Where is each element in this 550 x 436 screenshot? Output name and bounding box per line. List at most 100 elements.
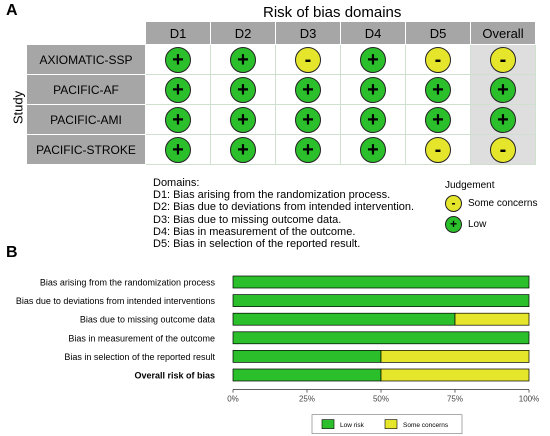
low-risk-icon: +	[165, 46, 191, 73]
judgement-cell: +	[470, 74, 536, 105]
domains-legend-title: Domains:	[153, 177, 200, 189]
column-header-d1: D1	[145, 21, 211, 45]
x-tick-label: 25%	[299, 395, 315, 404]
judgement-cell: +	[210, 134, 276, 165]
panel-b-label: B	[6, 244, 18, 261]
study-row: PACIFIC-STROKE + + + + - -	[26, 134, 536, 165]
domain-definition-d4: D4: Bias in measurement of the outcome.	[153, 225, 356, 238]
bar-segment	[380, 368, 530, 382]
domain-definition-d3: D3: Bias due to missing outcome data.	[153, 213, 342, 226]
study-row: PACIFIC-AMI + + + + + +	[26, 104, 536, 135]
judgement-legend-low: + Low	[445, 216, 537, 233]
column-header-d4: D4	[340, 21, 406, 45]
study-row: PACIFIC-AF + + + + + +	[26, 74, 536, 105]
legend-swatch	[384, 419, 398, 429]
judgement-cell: +	[145, 44, 211, 75]
category-label: Overall risk of bias	[134, 371, 215, 381]
low-risk-icon: +	[230, 76, 256, 103]
judgement-cell: +	[145, 134, 211, 165]
judgement-cell: +	[405, 74, 471, 105]
category-label: Bias arising from the randomization proc…	[40, 278, 216, 288]
judgement-cell: +	[470, 104, 536, 135]
category-label: Bias due to missing outcome data	[80, 315, 215, 325]
bar-segment	[454, 312, 530, 326]
low-risk-icon: +	[230, 46, 256, 73]
x-tick-label: 0%	[227, 395, 239, 404]
low-risk-icon: +	[230, 136, 256, 163]
category-label: Bias in measurement of the outcome	[68, 333, 215, 343]
judgement-legend-label: Low	[468, 219, 487, 230]
study-axis-label: Study	[10, 90, 26, 125]
x-tick-label: 100%	[519, 395, 539, 404]
domain-definition-d1: D1: Bias arising from the randomization …	[153, 189, 391, 202]
domains-legend: Domains: D1: Bias arising from the rando…	[153, 177, 414, 250]
low-risk-icon: +	[295, 106, 321, 133]
domain-definition-d2: D2: Bias due to deviations from intended…	[153, 201, 415, 214]
judgement-cell: -	[405, 44, 471, 75]
some-concerns-icon: -	[425, 46, 451, 73]
legend-label: Low risk	[340, 422, 365, 429]
judgement-legend: Judgement - Some concerns + Low	[445, 180, 537, 233]
bar-segment	[232, 350, 382, 363]
low-risk-icon: +	[165, 106, 191, 133]
judgement-legend-label: Some concerns	[468, 198, 538, 209]
some-concerns-icon: -	[295, 46, 321, 73]
judgement-cell: +	[340, 74, 406, 105]
column-header-d5: D5	[405, 21, 471, 45]
judgement-cell: +	[210, 44, 276, 75]
low-risk-icon: +	[165, 136, 191, 163]
judgement-cell: +	[340, 104, 406, 135]
judgement-cell: +	[210, 74, 276, 105]
judgement-cell: -	[470, 44, 536, 75]
column-header-d2: D2	[210, 21, 276, 45]
some-concerns-icon: -	[490, 136, 516, 163]
bar-segment	[232, 312, 456, 326]
some-concerns-icon: -	[425, 136, 451, 163]
some-concerns-icon: -	[490, 46, 516, 73]
judgement-legend-some: - Some concerns	[445, 195, 537, 212]
some-concerns-icon: -	[445, 195, 462, 212]
category-label: Bias in selection of the reported result	[64, 352, 215, 362]
low-risk-icon: +	[295, 136, 321, 163]
bar-segment	[232, 368, 382, 382]
low-risk-icon: +	[490, 106, 516, 133]
study-name: PACIFIC-AF	[26, 74, 146, 105]
column-header-d3: D3	[275, 21, 341, 45]
judgement-cell: -	[275, 44, 341, 75]
low-risk-icon: +	[425, 76, 451, 103]
low-risk-icon: +	[360, 136, 386, 163]
x-tick-label: 75%	[447, 395, 463, 404]
bar-segment	[232, 331, 530, 345]
low-risk-icon: +	[165, 76, 191, 103]
judgement-cell: +	[275, 74, 341, 105]
low-risk-icon: +	[230, 106, 256, 133]
low-risk-icon: +	[360, 106, 386, 133]
study-name: PACIFIC-AMI	[26, 104, 146, 135]
table-corner	[27, 22, 146, 45]
judgement-cell: +	[405, 104, 471, 135]
low-risk-icon: +	[445, 216, 462, 233]
judgement-cell: +	[275, 104, 341, 135]
domain-definition-d5: D5: Bias in selection of the reported re…	[153, 238, 361, 251]
bar-segment	[232, 294, 530, 307]
low-risk-icon: +	[360, 76, 386, 103]
low-risk-icon: +	[360, 46, 386, 73]
risk-of-bias-table: D1 D2 D3 D4 D5 Overall AXIOMATIC-SSP + + - +…	[26, 21, 536, 165]
judgement-cell: -	[405, 134, 471, 165]
judgement-cell: +	[340, 134, 406, 165]
x-tick-label: 50%	[373, 395, 389, 404]
study-name: AXIOMATIC-SSP	[26, 44, 146, 75]
judgement-cell: +	[340, 44, 406, 75]
low-risk-icon: +	[425, 106, 451, 133]
panel-a-label: A	[6, 2, 18, 19]
legend-swatch	[321, 419, 335, 429]
bar-segment	[380, 350, 530, 363]
judgement-cell: +	[210, 104, 276, 135]
domains-header: Risk of bias domains	[263, 4, 402, 21]
domain-header-row: D1 D2 D3 D4 D5 Overall	[27, 21, 536, 45]
category-label: Bias due to deviations from intended int…	[16, 296, 216, 306]
column-header-overall: Overall	[470, 21, 536, 45]
judgement-cell: -	[470, 134, 536, 165]
risk-of-bias-summary-chart: Bias arising from the randomization proc…	[16, 275, 539, 434]
judgement-cell: +	[145, 104, 211, 135]
